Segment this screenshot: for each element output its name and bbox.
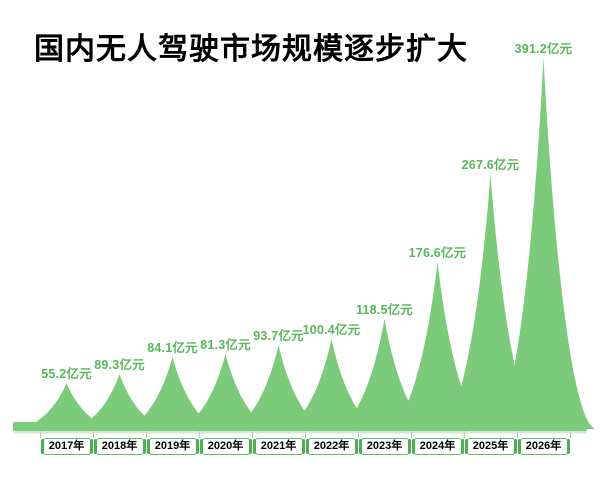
- x-axis-label-2018年: 2018年: [95, 438, 144, 455]
- peak-2023年: [331, 319, 438, 429]
- value-label-2021年: 93.7亿元: [253, 329, 304, 343]
- peak-2018年: [66, 374, 173, 429]
- x-axis-label-2017年: 2017年: [42, 438, 91, 455]
- value-label-2017年: 55.2亿元: [41, 367, 92, 381]
- axis-tick: [252, 431, 253, 438]
- peak-2017年: [13, 383, 120, 429]
- axis-tick: [358, 431, 359, 438]
- peak-2020年: [172, 354, 279, 429]
- baseline-underline: [13, 431, 587, 434]
- x-axis-label-2025年: 2025年: [466, 438, 515, 455]
- x-axis-label-2022年: 2022年: [307, 438, 356, 455]
- axis-tick: [305, 431, 306, 438]
- peak-2021年: [225, 345, 332, 429]
- x-axis-label-2021年: 2021年: [254, 438, 303, 455]
- peak-2019年: [119, 357, 226, 429]
- axis-tick: [199, 431, 200, 438]
- value-label-2024年: 176.6亿元: [408, 246, 467, 260]
- baseline-band: [13, 422, 587, 431]
- value-label-2019年: 84.1亿元: [147, 341, 198, 355]
- peak-2024年: [384, 262, 491, 429]
- peak-2026年: [490, 58, 597, 429]
- axis-tick: [464, 431, 465, 438]
- axis-tick: [40, 431, 41, 438]
- axis-tick: [570, 431, 571, 438]
- axis-tick: [411, 431, 412, 438]
- x-axis-label-2020年: 2020年: [201, 438, 250, 455]
- value-label-2018年: 89.3亿元: [94, 358, 145, 372]
- x-axis-label-2026年: 2026年: [519, 438, 568, 455]
- x-axis-label-2023年: 2023年: [360, 438, 409, 455]
- value-label-2026年: 391.2亿元: [514, 42, 573, 56]
- axis-tick: [93, 431, 94, 438]
- x-axis-label-2019年: 2019年: [148, 438, 197, 455]
- axis-tick: [146, 431, 147, 438]
- chart-title: 国内无人驾驶市场规模逐步扩大: [34, 33, 468, 66]
- x-axis-label-2024年: 2024年: [413, 438, 462, 455]
- value-label-2023年: 118.5亿元: [356, 303, 413, 317]
- value-label-2025年: 267.6亿元: [461, 158, 520, 172]
- axis-tick: [517, 431, 518, 438]
- peak-2022年: [278, 339, 385, 429]
- value-label-2020年: 81.3亿元: [200, 338, 251, 352]
- value-label-2022年: 100.4亿元: [302, 323, 361, 337]
- peak-2025年: [437, 174, 544, 429]
